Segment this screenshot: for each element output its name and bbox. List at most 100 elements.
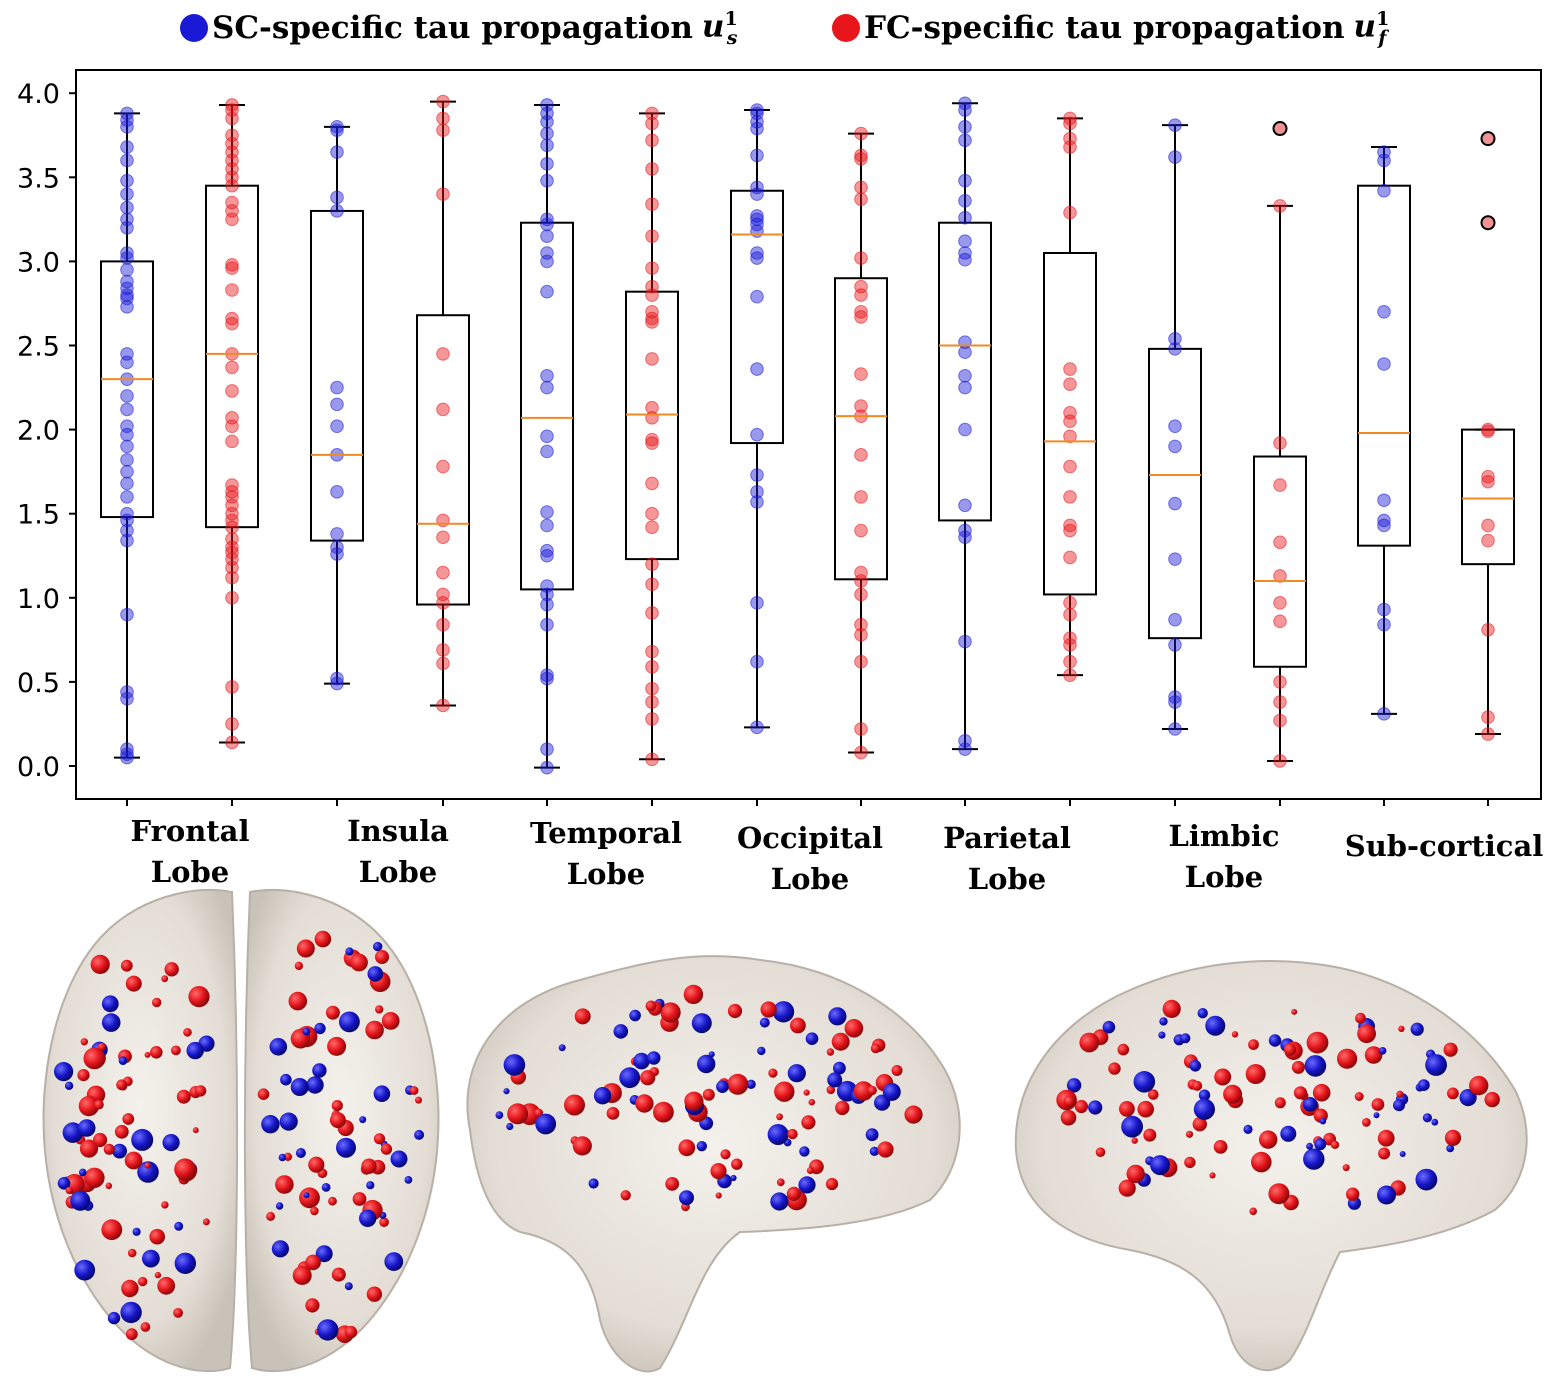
- brain-node-sc: [1425, 1054, 1447, 1076]
- brain-node-fc: [154, 1271, 162, 1279]
- brain-node-sc: [278, 1153, 287, 1162]
- brain-node-sc: [1417, 1079, 1430, 1091]
- y-tick-label: 2.0: [17, 416, 60, 447]
- data-point-sc: [120, 453, 134, 467]
- brain-node-sc: [1280, 1125, 1297, 1142]
- data-point-fc: [1481, 533, 1495, 548]
- data-point-sc: [120, 476, 134, 491]
- data-point-sc: [958, 234, 972, 249]
- data-point-fc: [225, 735, 239, 750]
- data-point-fc: [225, 591, 239, 605]
- data-point-sc: [330, 527, 344, 541]
- y-tick-label: 3.5: [17, 163, 60, 194]
- data-point-fc: [225, 520, 239, 534]
- data-point-sc: [330, 485, 344, 499]
- box-iqr: [730, 189, 784, 445]
- box-iqr: [938, 221, 992, 522]
- data-point-sc: [1168, 690, 1182, 704]
- brain-node-fc: [1484, 1091, 1500, 1108]
- data-point-fc: [1481, 474, 1495, 489]
- brain-node-sc: [366, 1181, 375, 1190]
- brain-node-fc: [1162, 999, 1181, 1018]
- brain-node-sc: [261, 1115, 280, 1134]
- brain-node-fc: [825, 1177, 839, 1191]
- data-point-sc: [958, 422, 972, 437]
- data-point-fc: [1481, 727, 1495, 741]
- brain-node-fc: [171, 1045, 181, 1056]
- data-point-fc: [854, 305, 868, 319]
- data-point-fc: [1063, 550, 1077, 565]
- lateral-left-hemisphere: [466, 955, 961, 1373]
- data-point-sc: [750, 224, 764, 238]
- brain-node-sc: [1422, 1113, 1432, 1123]
- brain-nodes: [54, 930, 1500, 1343]
- data-point-sc: [120, 513, 134, 528]
- brain-node-sc: [174, 1221, 184, 1231]
- data-point-sc: [120, 120, 134, 134]
- data-point-sc: [540, 284, 554, 299]
- data-point-fc: [1481, 710, 1495, 725]
- brain-node-fc: [574, 1008, 591, 1025]
- brain-node-sc: [314, 1022, 326, 1035]
- data-point-sc: [1168, 612, 1182, 627]
- brain-side-view-left: [466, 955, 961, 1373]
- brain-node-sc: [629, 1009, 641, 1022]
- data-point-sc: [1168, 695, 1182, 709]
- data-point-fc: [225, 178, 239, 193]
- data-point-fc: [225, 419, 239, 434]
- data-point-sc: [120, 200, 134, 215]
- data-point-sc: [1168, 552, 1182, 566]
- brain-node-fc: [1371, 1098, 1385, 1111]
- category-label: Occipital Lobe: [736, 821, 884, 896]
- brain-node-sc: [1205, 1015, 1226, 1036]
- brain-node-fc: [1330, 1140, 1340, 1149]
- data-point-sc: [330, 204, 344, 218]
- y-tick-label: 4.0: [17, 79, 60, 110]
- brain-node-sc: [503, 1054, 526, 1076]
- data-point-fc: [645, 288, 659, 302]
- brain-node-fc: [1355, 1012, 1366, 1024]
- brain-node-sc: [1431, 1118, 1439, 1126]
- data-point-fc: [436, 698, 450, 713]
- data-point-fc: [1063, 429, 1077, 444]
- brain-node-fc: [835, 1100, 850, 1116]
- data-point-fc: [645, 506, 659, 521]
- brain-node-fc: [665, 1177, 680, 1191]
- brain-node-sc: [535, 1113, 557, 1135]
- data-point-sc: [1168, 331, 1182, 346]
- brain-node-fc: [1291, 1008, 1298, 1015]
- brain-node-fc: [1192, 1080, 1203, 1091]
- brain-node-fc: [1143, 1128, 1157, 1142]
- brain-node-fc: [808, 1098, 816, 1106]
- data-point-fc: [854, 745, 868, 760]
- data-point-fc: [1063, 459, 1077, 474]
- data-point-sc: [540, 173, 554, 188]
- data-point-sc: [1377, 305, 1391, 319]
- brain-node-fc: [379, 1217, 389, 1227]
- brain-node-fc: [409, 1086, 419, 1095]
- data-point-sc: [1168, 150, 1182, 164]
- category-label: Frontal Lobe: [130, 814, 250, 889]
- data-point-sc: [1377, 513, 1391, 528]
- brain-node-fc: [653, 1101, 674, 1123]
- brain-node-fc: [1469, 1075, 1489, 1096]
- brain-node-fc: [826, 1085, 836, 1095]
- brain-node-sc: [1306, 1142, 1314, 1150]
- brain-node-sc: [503, 1088, 510, 1095]
- data-point-fc: [436, 617, 450, 632]
- data-point-sc: [120, 402, 134, 417]
- brain-node-fc: [373, 1133, 386, 1145]
- brain-node-fc: [78, 1095, 100, 1117]
- y-tick-label: 2.5: [17, 332, 60, 363]
- data-point-sc: [1377, 153, 1391, 168]
- data-point-fc: [1273, 675, 1287, 689]
- brain-node-sc: [1066, 1078, 1082, 1093]
- data-point-sc: [540, 587, 554, 602]
- data-point-fc: [645, 106, 659, 121]
- data-point-fc: [1481, 469, 1495, 484]
- box-plot: 4.0 3.5 3.0 2.5 2.0 1.5 1.0 0.5 0.0: [17, 69, 1542, 806]
- brain-node-sc: [359, 1209, 377, 1227]
- data-point-sc: [540, 668, 554, 682]
- data-point-fc: [436, 111, 450, 126]
- brain-node-fc: [715, 1192, 722, 1199]
